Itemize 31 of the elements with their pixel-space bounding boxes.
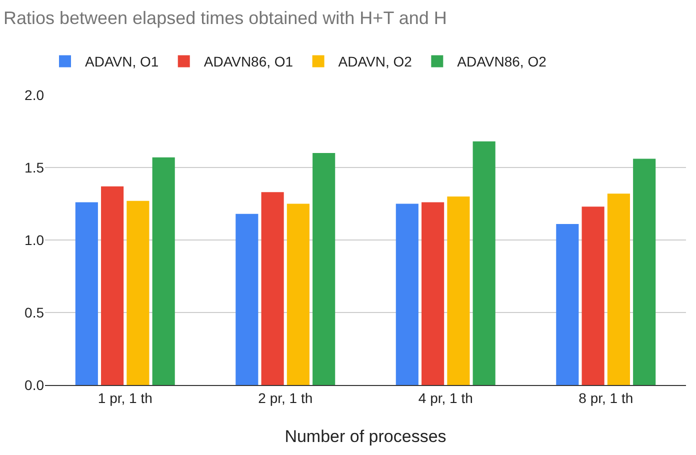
bar [396,204,418,385]
x-tick-label: 4 pr, 1 th [418,390,473,406]
chart-title: Ratios between elapsed times obtained with H+T and H [3,8,447,28]
y-tick-label: 0.0 [24,376,44,393]
x-axis-title: Number of processes [284,427,446,446]
y-tick-label: 1.5 [24,159,44,176]
bar [312,153,336,385]
legend-label: ADAVN86, O2 [457,54,547,70]
bar [126,200,150,385]
bar [75,202,98,385]
x-tick-label: 2 pr, 1 th [258,390,313,406]
bar [556,224,579,385]
bar [582,206,604,385]
legend-label: ADAVN86, O1 [204,54,294,70]
bar [152,157,175,385]
bar [607,194,630,385]
y-tick-label: 2.0 [24,86,44,103]
y-tick-label: 0.5 [24,304,44,320]
x-tick-label: 1 pr, 1 th [98,390,152,406]
bar [101,186,124,385]
x-tick-label: 8 pr, 1 th [578,390,634,406]
legend-label: ADAVN, O2 [338,54,412,70]
y-tick-label: 1.0 [24,232,44,248]
bar [472,141,496,385]
legend-label: ADAVN, O1 [85,54,159,70]
bar [422,202,444,385]
bar [286,204,310,385]
bar [633,158,656,385]
bar [236,214,258,385]
bar [447,196,470,385]
bar [261,192,284,385]
